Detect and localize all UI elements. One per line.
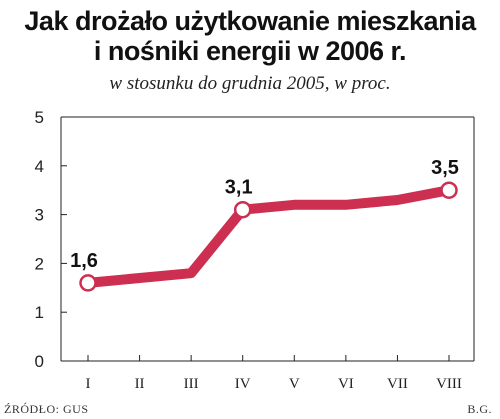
data-point-marker (79, 274, 97, 292)
x-tick-label: IV (235, 376, 251, 392)
data-point-marker (440, 181, 458, 199)
y-tick-label: 1 (35, 303, 44, 322)
series-line (83, 185, 454, 288)
y-tick-label: 5 (35, 108, 44, 127)
chart-title-line-2: i nośniki energii w 2006 r. (93, 36, 407, 66)
y-tick-label: 0 (35, 352, 44, 371)
source-note: ŹRÓDŁO: GUS (4, 402, 89, 416)
y-tick-label: 4 (35, 157, 44, 176)
chart-subtitle: w stosunku do grudnia 2005, w proc. (109, 73, 391, 94)
data-label: 1,6 (70, 250, 98, 272)
x-tick-label: VIII (436, 376, 462, 392)
x-tick-label: V (289, 376, 300, 392)
x-tick-label: III (184, 376, 199, 392)
data-point-marker (233, 200, 252, 219)
data-label: 3,5 (431, 157, 459, 179)
x-tick-label: VII (387, 376, 408, 392)
x-tick-label: I (86, 376, 91, 392)
y-tick-label: 2 (35, 254, 44, 273)
author-initials: B.G. (467, 402, 492, 416)
chart-title-line-1: Jak drożało użytkowanie mieszkania (24, 6, 476, 36)
y-tick-label: 3 (35, 206, 44, 225)
data-label: 3,1 (225, 177, 253, 199)
x-tick-label: VI (338, 376, 354, 392)
x-tick-label: II (135, 376, 145, 392)
